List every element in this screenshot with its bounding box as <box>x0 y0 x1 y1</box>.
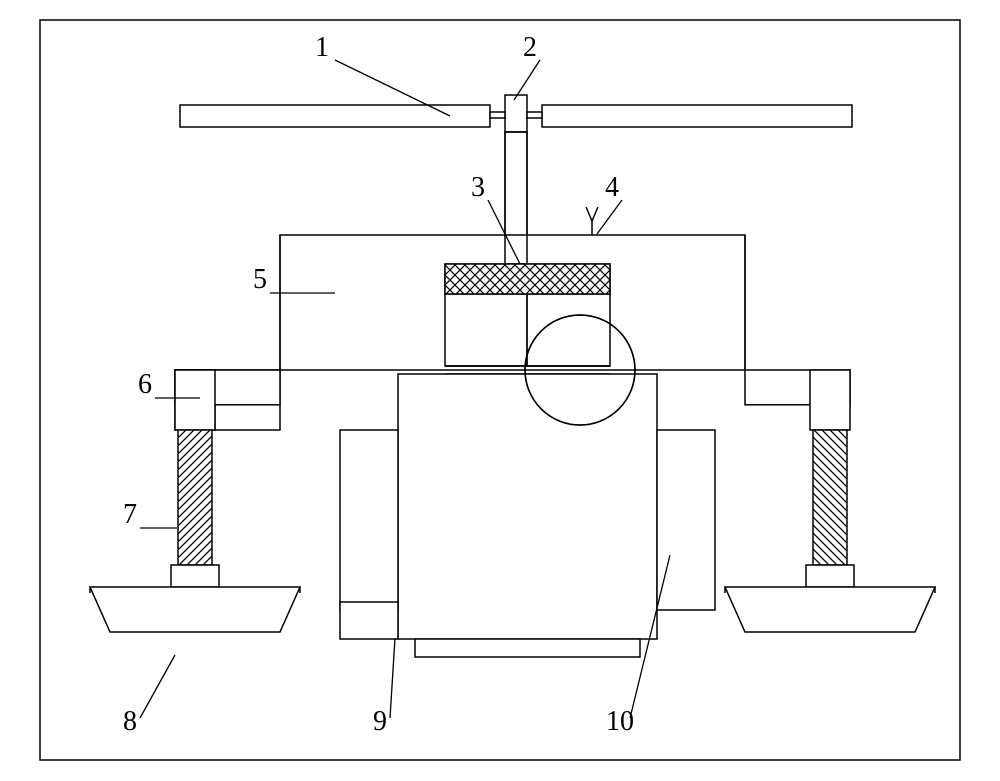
callout-label-5: 5 <box>253 264 267 295</box>
callout-label-1: 1 <box>315 32 329 63</box>
callout-label-10: 10 <box>606 706 634 737</box>
engineering-diagram: 1 2 3 4 5 6 7 8 9 10 <box>0 0 1000 781</box>
callout-label-8: 8 <box>123 706 137 737</box>
callout-label-3: 3 <box>471 172 485 203</box>
callout-label-7: 7 <box>123 499 137 530</box>
callout-label-9: 9 <box>373 706 387 737</box>
callout-label-2: 2 <box>523 32 537 63</box>
callout-label-6: 6 <box>138 369 152 400</box>
callout-label-4: 4 <box>605 172 619 203</box>
